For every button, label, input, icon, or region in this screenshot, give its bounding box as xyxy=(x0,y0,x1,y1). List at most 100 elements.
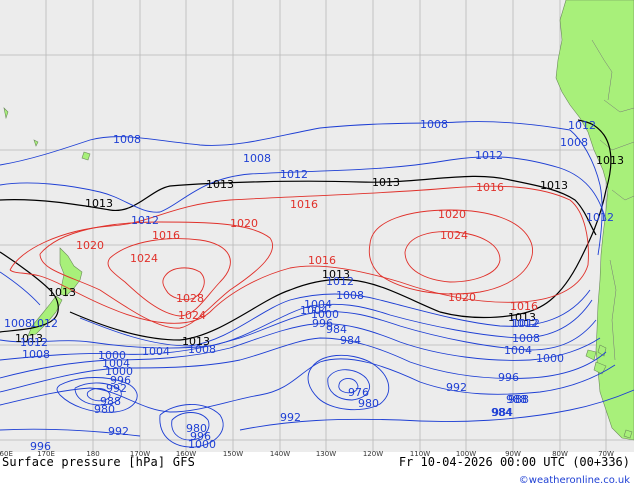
isobar-label: 1024 xyxy=(178,309,206,322)
map-footer: Surface pressure [hPa] GFS Fr 10-04-2026… xyxy=(0,455,634,490)
isobar-label: 1012 xyxy=(510,317,538,330)
isobar-low-central-inner xyxy=(171,412,210,441)
chile-islands xyxy=(585,344,607,375)
map-grid xyxy=(0,0,634,452)
isobar-far-south xyxy=(0,389,634,437)
isobar-1020-east xyxy=(368,209,533,295)
isobar-label: 1020 xyxy=(438,208,466,221)
isobar-label: 1004 xyxy=(102,357,130,370)
isobar-label: 1008 xyxy=(336,289,364,302)
isobar-label: 1016 xyxy=(510,300,538,313)
isobar-984 xyxy=(74,382,122,406)
isobar-label: 1012 xyxy=(20,336,48,349)
isobar-low-east-outer xyxy=(307,354,390,411)
longitude-label: 150W xyxy=(222,450,244,458)
isobar-label: 1000 xyxy=(105,365,133,378)
longitude-label: 160W xyxy=(175,450,197,458)
isobar-1012-east xyxy=(569,129,603,256)
isobar-label: 1008 xyxy=(113,133,141,146)
isobar-label: 1004 xyxy=(300,304,328,317)
isobar-1013-north xyxy=(0,175,597,236)
longitude-label: 160E xyxy=(0,450,13,458)
new-zealand-north-island xyxy=(59,247,83,297)
isobar-label: 1012 xyxy=(326,275,354,288)
isobar-label: 1016 xyxy=(290,198,318,211)
valid-time: Fr 10-04-2026 00:00 UTC (00+336) xyxy=(398,455,630,469)
isobar-label: 988 xyxy=(100,395,121,408)
isobar-label: 1013 xyxy=(508,311,536,324)
longitude-label: 80W xyxy=(552,450,568,458)
isobar-label: 1012 xyxy=(512,317,540,330)
isobar-label: 980 xyxy=(186,422,207,435)
longitude-label: 90W xyxy=(505,450,521,458)
isobar-label: 1013 xyxy=(372,176,400,189)
isobar-1004 xyxy=(0,311,597,361)
isobar-label: 1012 xyxy=(475,149,503,162)
isobar-1008-north xyxy=(0,121,571,166)
longitude-label: 180 xyxy=(86,450,100,458)
isobar-label: 1012 xyxy=(131,214,159,227)
isobar-1024-east xyxy=(404,231,501,283)
isobar-label: 992 xyxy=(106,382,127,395)
isobar-label: 1028 xyxy=(176,292,204,305)
isobar-label: 1008 xyxy=(188,343,216,356)
weather-map: 1013 1013 1013 1013 1013 1013 1013 1013 … xyxy=(0,0,634,452)
isobar-label: 1013 xyxy=(48,286,76,299)
isobar-1013-south xyxy=(0,119,612,341)
isobar-label: 976 xyxy=(348,386,369,399)
isobar-label: 980 xyxy=(94,403,115,416)
isobar-label: 984 xyxy=(340,334,361,347)
isobar-label: 1000 xyxy=(311,308,339,321)
isobar-label: 1024 xyxy=(130,252,158,265)
isobar-label: 1012 xyxy=(280,168,308,181)
isobar-label: 996 xyxy=(110,374,131,387)
isobar-labels: 1013 1013 1013 1013 1013 1013 1013 1013 … xyxy=(4,118,624,452)
isobar-low-east-inner xyxy=(327,369,370,401)
longitude-label: 130W xyxy=(315,450,337,458)
isobar-label: 1012 xyxy=(568,119,596,132)
isobar-label: 1008 xyxy=(512,332,540,345)
longitude-label: 120W xyxy=(362,450,384,458)
isobar-label: 1020 xyxy=(230,217,258,230)
isobar-label: 992 xyxy=(108,425,129,438)
isobar-label: 988 xyxy=(508,393,529,406)
isobar-label: 992 xyxy=(446,381,467,394)
isobar-label: 1013 xyxy=(596,154,624,167)
isobar-1012-south xyxy=(0,271,591,347)
isobar-label: 1000 xyxy=(536,352,564,365)
longitude-label: 70W xyxy=(598,450,614,458)
isobar-980-west xyxy=(86,388,111,402)
isobar-1000 xyxy=(0,323,601,379)
isobar-label: 1016 xyxy=(152,229,180,242)
isobar-label: 984 xyxy=(492,406,513,419)
isobar-label: 1013 xyxy=(85,197,113,210)
isobar-label: 992 xyxy=(280,411,301,424)
copyright-link[interactable]: ©weatheronline.co.uk xyxy=(518,475,630,486)
isobar-988 xyxy=(56,377,138,413)
isobar-label: 1013 xyxy=(182,335,210,348)
longitude-label: 170E xyxy=(37,450,55,458)
longitude-axis: 160E 170E 180 170W 160W 150W 140W 130W 1… xyxy=(0,450,634,460)
isobar-label: 1004 xyxy=(504,344,532,357)
isobar-label: 1013 xyxy=(540,179,568,192)
isobar-label: 1016 xyxy=(476,181,504,194)
isobar-label: 1020 xyxy=(448,291,476,304)
isobar-label: 1000 xyxy=(188,438,216,451)
longitude-label: 110W xyxy=(409,450,431,458)
isobar-996 xyxy=(0,337,607,393)
isobar-label: 996 xyxy=(30,440,51,452)
isobar-1008-south xyxy=(0,299,593,349)
isobar-label: 1008 xyxy=(22,348,50,361)
isobar-label: 996 xyxy=(190,430,211,443)
longitude-label: 140W xyxy=(269,450,291,458)
isobar-label: 996 xyxy=(312,317,333,330)
isobar-label: 984 xyxy=(491,406,512,419)
isobar-label: 1008 xyxy=(560,136,588,149)
isobar-low-central-outer xyxy=(159,404,224,448)
isobar-label: 1000 xyxy=(98,349,126,362)
map-title: Surface pressure [hPa] GFS xyxy=(2,455,196,469)
isobar-label: 1013 xyxy=(206,178,234,191)
isobar-1020-west xyxy=(39,221,273,329)
isobar-1024-west xyxy=(107,238,231,317)
isobar-label: 1024 xyxy=(440,229,468,242)
